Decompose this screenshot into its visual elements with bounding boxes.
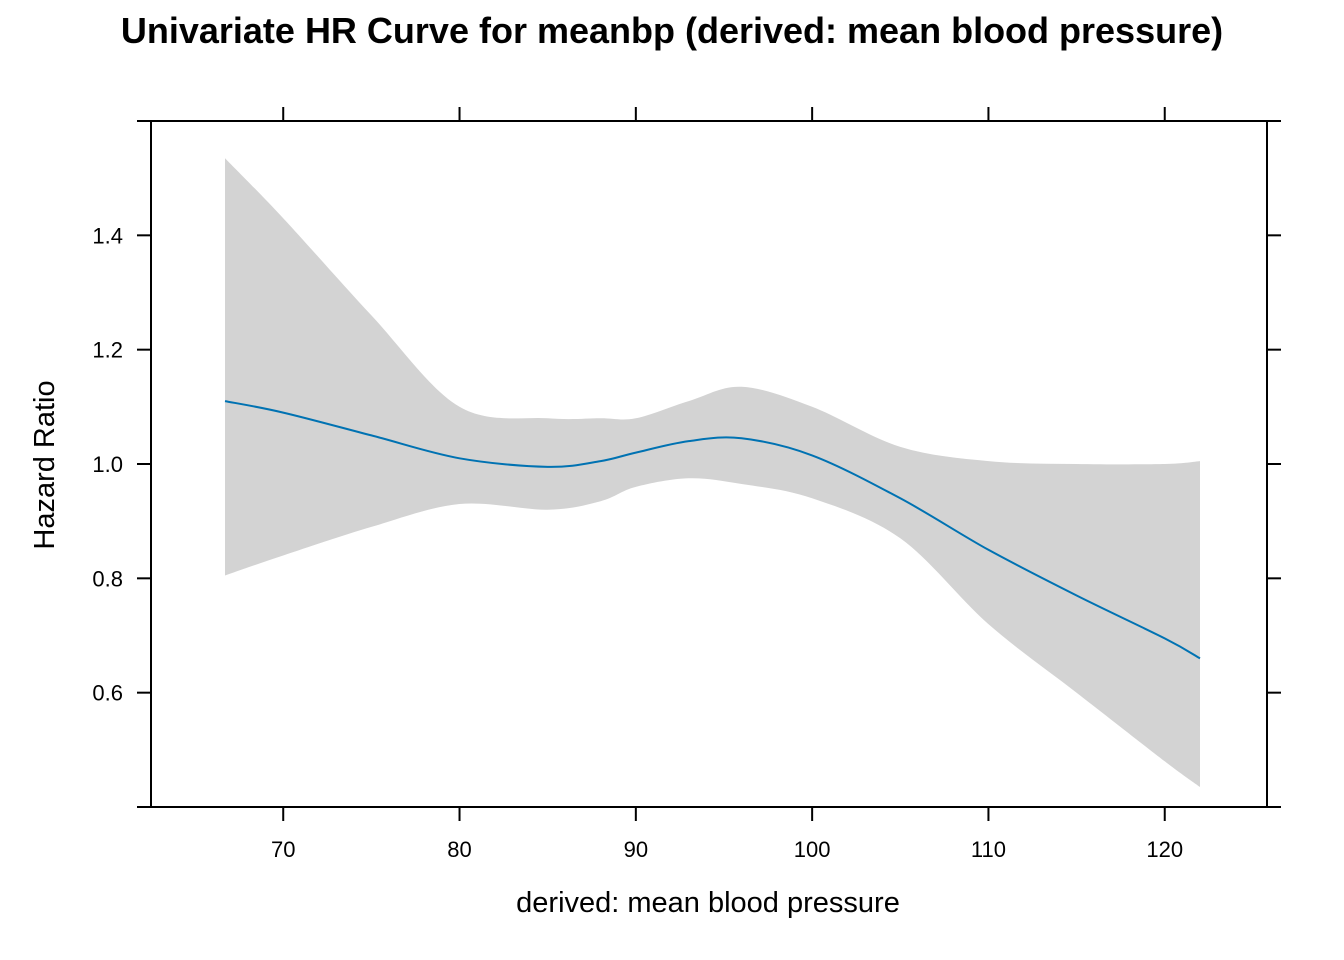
- confidence-band: [225, 158, 1200, 787]
- x-tick-label: 90: [624, 837, 648, 862]
- y-axis-label: Hazard Ratio: [29, 380, 61, 549]
- hazard-ratio-line: [224, 400, 1201, 660]
- y-tick-label: 0.8: [92, 566, 123, 591]
- y-tick-label: 1.2: [92, 338, 123, 363]
- y-tick-label: 1.0: [92, 452, 123, 477]
- x-tick-label: 70: [271, 837, 295, 862]
- x-tick-label: 110: [971, 837, 1006, 862]
- x-tick-label: 100: [794, 837, 831, 862]
- y-tick-label: 0.6: [92, 681, 123, 706]
- x-axis: 70 80 90 100 110 120: [271, 107, 1183, 862]
- plot-area: [150, 120, 1268, 808]
- y-axis: 0.6 0.8 1.0 1.2 1.4: [92, 120, 1281, 808]
- x-axis-label: derived: mean blood pressure: [516, 887, 900, 919]
- chart-title: Univariate HR Curve for meanbp (derived:…: [121, 10, 1223, 51]
- y-tick-label: 1.4: [92, 223, 123, 248]
- x-tick-label: 120: [1146, 837, 1183, 862]
- x-tick-label: 80: [447, 837, 471, 862]
